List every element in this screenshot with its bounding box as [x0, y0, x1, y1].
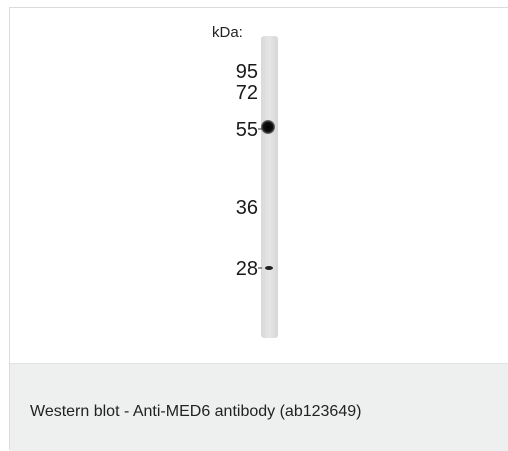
blot-image[interactable]: kDa: 95 72 55 36 28	[10, 8, 508, 363]
blot-lane	[261, 36, 278, 338]
marker-28: 28	[235, 258, 258, 280]
figure-caption: Western blot - Anti-MED6 antibody (ab123…	[30, 403, 362, 420]
band-55	[261, 120, 275, 134]
marker-95: 95	[235, 61, 258, 83]
band-28	[265, 266, 273, 270]
kda-unit-label: kDa:	[212, 24, 243, 41]
caption-panel: Western blot - Anti-MED6 antibody (ab123…	[10, 363, 508, 451]
marker-36: 36	[235, 197, 258, 219]
marker-55: 55	[235, 119, 258, 141]
blot-graphic	[258, 36, 278, 338]
figure-card: kDa: 95 72 55 36 28 Western blot - Anti-…	[9, 7, 508, 451]
marker-72: 72	[235, 82, 258, 104]
